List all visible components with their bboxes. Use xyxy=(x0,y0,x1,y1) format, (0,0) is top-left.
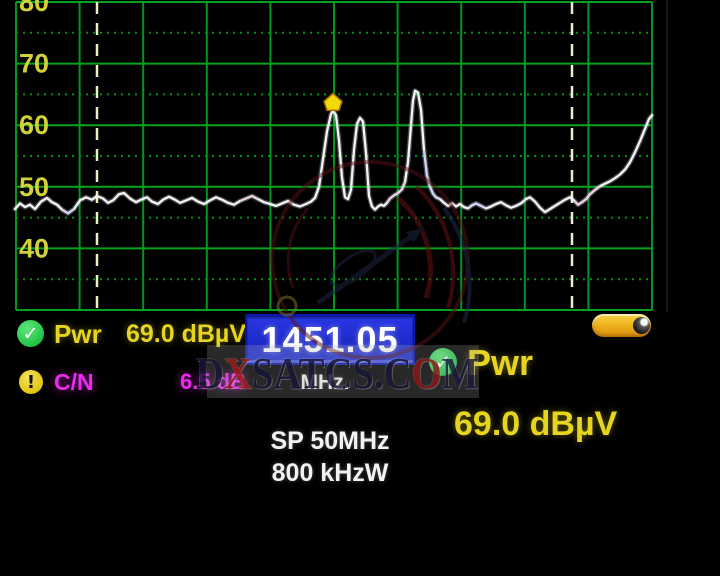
pwr-large-check-icon: ✓ xyxy=(429,348,457,376)
svg-text:40: 40 xyxy=(19,233,49,263)
span-readout: SP 50MHz xyxy=(270,427,390,455)
pwr-label: Pwr xyxy=(54,319,102,349)
video-artifact-line xyxy=(666,0,668,312)
band-edge-markers xyxy=(95,2,574,310)
cn-value: 6.5 dB xyxy=(179,369,246,394)
pwr-large-label: Pwr xyxy=(467,342,534,383)
pwr-large-value: 69.0 dBµV xyxy=(454,405,618,443)
svg-text:70: 70 xyxy=(19,49,49,79)
frequency-input[interactable]: 1451.05 xyxy=(245,314,415,365)
cn-warning-icon: ! xyxy=(19,370,43,394)
cn-label: C/N xyxy=(54,369,94,395)
pwr-ok-check-icon: ✓ xyxy=(17,320,44,347)
svg-text:60: 60 xyxy=(19,110,49,140)
spectrum-plot: 80 70 60 50 40 xyxy=(12,0,655,311)
frequency-value: 1451.05 xyxy=(261,318,399,360)
y-axis-labels: 80 70 60 50 40 xyxy=(19,0,49,263)
svg-text:50: 50 xyxy=(19,172,49,202)
frequency-unit: MHz. xyxy=(300,371,350,394)
plot-grid xyxy=(15,1,653,311)
pwr-value: 69.0 dBµV xyxy=(125,320,246,348)
svg-text:80: 80 xyxy=(19,0,49,17)
battery-icon xyxy=(592,314,651,337)
bandwidth-readout: 800 kHzW xyxy=(271,459,389,487)
peak-marker-icon[interactable] xyxy=(323,92,343,112)
